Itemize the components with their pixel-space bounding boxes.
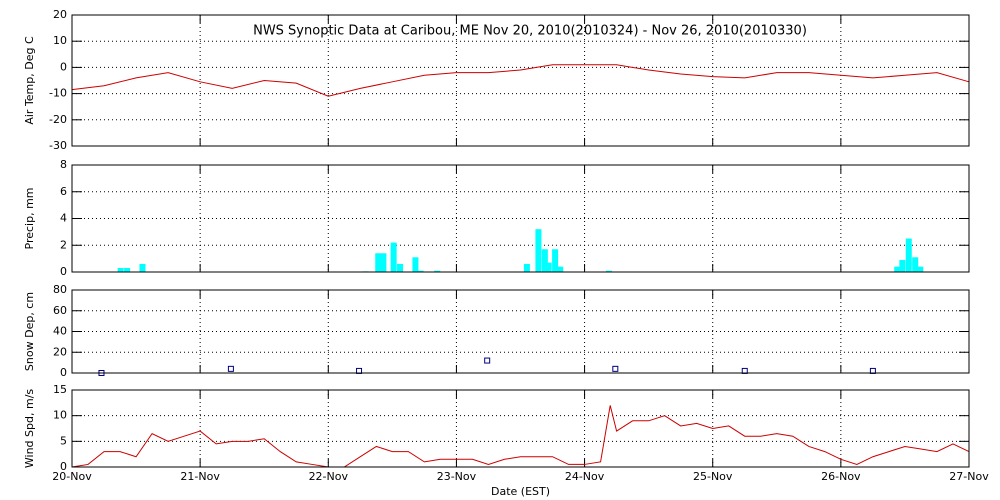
- y-tick-label: 0: [60, 366, 67, 379]
- y-tick-label: 6: [60, 185, 67, 198]
- y-tick-label: -10: [49, 87, 67, 100]
- bar: [535, 229, 542, 272]
- bar: [917, 266, 924, 272]
- bar: [434, 270, 441, 272]
- y-axis-label: Precip, mm: [23, 188, 36, 250]
- point: [227, 365, 234, 372]
- y-tick-label: 0: [60, 460, 67, 473]
- chart-title: NWS Synoptic Data at Caribou, ME Nov 20,…: [253, 24, 807, 39]
- y-tick-label: 10: [53, 34, 67, 47]
- x-tick-label: 26-Nov: [821, 470, 861, 483]
- y-tick-label: 0: [60, 265, 67, 278]
- bar: [117, 267, 124, 272]
- bar: [417, 270, 424, 272]
- panel-frame: [71, 389, 970, 468]
- x-tick-label: 22-Nov: [309, 470, 349, 483]
- bar: [397, 263, 404, 272]
- point: [484, 357, 491, 364]
- bar: [412, 257, 419, 272]
- panel-frame: [71, 14, 970, 147]
- panel-frame: [71, 164, 970, 273]
- x-tick-label: 27-Nov: [949, 470, 989, 483]
- x-axis-label: Date (EST): [491, 485, 550, 498]
- x-tick-label: 24-Nov: [565, 470, 605, 483]
- x-tick-label: 20-Nov: [52, 470, 92, 483]
- bar: [912, 257, 919, 272]
- y-tick-label: 10: [53, 409, 67, 422]
- bar: [380, 253, 387, 272]
- bar: [899, 259, 906, 272]
- y-axis-label: Snow Dep, cm: [23, 292, 36, 371]
- bar: [139, 263, 146, 272]
- bar: [557, 266, 564, 272]
- bar: [552, 249, 559, 272]
- y-tick-label: -20: [49, 113, 67, 126]
- bar: [375, 253, 382, 272]
- y-tick-label: 4: [60, 212, 67, 225]
- bar: [523, 263, 530, 272]
- panel-frame: [71, 289, 970, 374]
- point: [612, 365, 619, 372]
- x-tick-label: 25-Nov: [693, 470, 733, 483]
- bar: [894, 266, 901, 272]
- y-tick-label: 80: [53, 283, 67, 296]
- y-axis-label: Wind Spd, m/s: [23, 389, 36, 469]
- bar: [905, 238, 912, 272]
- y-tick-label: 40: [53, 325, 67, 338]
- bar: [390, 242, 397, 272]
- y-axis-label: Air Temp, Deg C: [23, 36, 36, 125]
- bar: [541, 249, 548, 272]
- y-tick-label: 8: [60, 158, 67, 171]
- y-tick-label: 2: [60, 238, 67, 251]
- bar: [545, 262, 552, 272]
- bar: [605, 270, 612, 272]
- x-tick-label: 21-Nov: [180, 470, 220, 483]
- y-tick-label: 0: [60, 60, 67, 73]
- y-tick-label: 20: [53, 8, 67, 21]
- x-tick-label: 23-Nov: [437, 470, 477, 483]
- bar: [124, 267, 131, 272]
- data-line: [71, 64, 970, 97]
- data-line: [71, 405, 970, 468]
- y-tick-label: -30: [49, 139, 67, 152]
- y-tick-label: 60: [53, 304, 67, 317]
- y-tick-label: 15: [53, 383, 67, 396]
- y-tick-label: 5: [60, 434, 67, 447]
- y-tick-label: 20: [53, 345, 67, 358]
